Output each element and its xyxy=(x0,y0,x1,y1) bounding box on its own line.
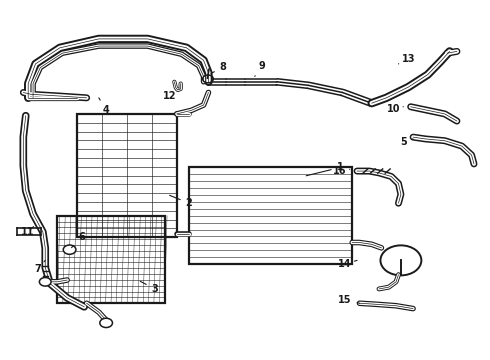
Text: 2: 2 xyxy=(170,195,193,208)
Circle shape xyxy=(39,278,51,286)
Text: 12: 12 xyxy=(163,89,179,101)
Circle shape xyxy=(63,245,76,254)
Text: 5: 5 xyxy=(400,138,413,148)
Text: 8: 8 xyxy=(211,63,226,73)
Text: 9: 9 xyxy=(255,61,266,76)
Circle shape xyxy=(100,318,113,328)
Bar xyxy=(57,216,165,303)
Text: 7: 7 xyxy=(35,260,45,274)
Bar xyxy=(77,114,177,237)
Text: 6: 6 xyxy=(72,232,85,248)
Text: 15: 15 xyxy=(338,295,360,305)
Text: 10: 10 xyxy=(387,104,403,113)
Text: 11: 11 xyxy=(22,226,35,237)
Text: 14: 14 xyxy=(338,259,357,269)
Text: 4: 4 xyxy=(99,98,110,115)
Text: 16: 16 xyxy=(333,166,350,176)
Text: 3: 3 xyxy=(140,281,158,294)
Bar xyxy=(189,167,352,264)
Text: 1: 1 xyxy=(306,162,343,176)
Text: 13: 13 xyxy=(398,54,415,64)
